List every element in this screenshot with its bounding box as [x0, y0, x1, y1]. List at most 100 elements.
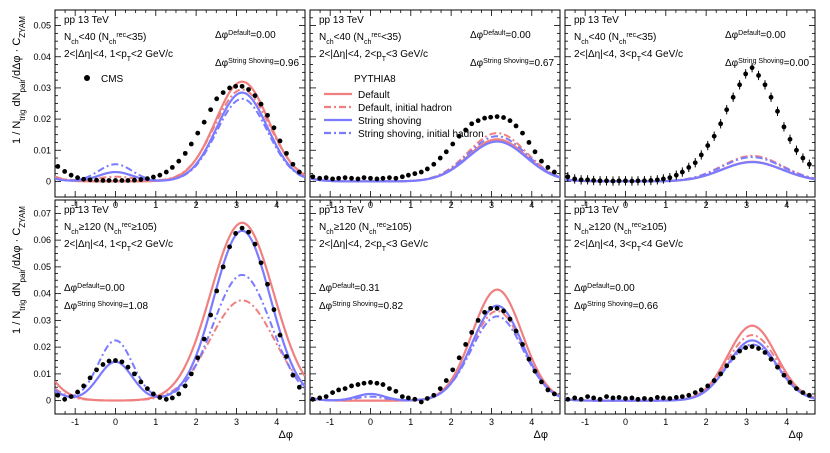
x-tick-label: -1	[581, 417, 589, 427]
panel-annotations: pp 13 TeV Nch<40 (Nchrec<35) 2<|Δη|<4, 2<p…	[319, 15, 554, 69]
cms-point	[604, 178, 609, 184]
x-tick-label: 0	[368, 417, 373, 427]
y-tick-label: 0.02	[33, 114, 51, 124]
energy-label: pp 13 TeV	[64, 205, 109, 216]
cms-point	[494, 114, 500, 119]
cms-point	[794, 147, 799, 153]
x-tick-label: 1	[153, 417, 158, 427]
cms-point	[265, 281, 270, 287]
cms-point	[68, 394, 74, 400]
curve-default-initial-hadron	[310, 310, 560, 402]
cms-point	[182, 383, 188, 389]
panel-annotations: pp 13 TeV Nch≥120 (Nchrec≥105) 2<|Δη|<4, 1…	[64, 205, 173, 312]
cms-point	[673, 395, 679, 400]
multiplicity-label: Nch<40 (Nchrec<35)	[574, 32, 656, 46]
cms-point	[692, 390, 698, 395]
cms-point	[794, 386, 799, 391]
cms-point	[195, 355, 201, 361]
cms-point	[679, 169, 685, 175]
cms-point	[284, 354, 289, 359]
cms-point	[501, 115, 506, 120]
cms-point	[469, 330, 475, 335]
cms-point	[578, 177, 584, 183]
cms-point	[520, 130, 525, 136]
y-tick-label: 0.01	[33, 145, 51, 155]
curve-string-shoving	[310, 304, 560, 402]
y-ticks: 0 0.01 0.02 0.03 0.04 0.05 0.06 0.07	[33, 199, 305, 406]
cms-point	[585, 177, 590, 183]
dphi-default-label: ΔφDefault=0.31	[319, 283, 380, 295]
cms-point	[800, 155, 806, 161]
y-tick-label: 0.03	[33, 83, 51, 93]
y-tick-label: 0.07	[33, 208, 51, 218]
cms-point	[718, 121, 724, 127]
cms-point	[144, 386, 150, 391]
cms-point	[507, 118, 513, 124]
cms-point	[157, 395, 163, 400]
cms-point	[762, 350, 768, 355]
cms-point	[150, 174, 156, 180]
cms-point	[730, 355, 736, 361]
cms-point	[565, 174, 571, 180]
cms-point	[349, 175, 354, 181]
cms-point	[214, 288, 220, 294]
cms-point	[705, 383, 711, 389]
legend-label: Default, initial hadron	[358, 103, 452, 114]
cms-point	[214, 96, 220, 102]
cms-point	[437, 155, 443, 161]
cms-point	[265, 112, 270, 118]
cms-point	[349, 383, 354, 389]
cms-point	[355, 176, 361, 182]
cms-point	[482, 115, 487, 121]
energy-label: pp 13 TeV	[319, 205, 364, 216]
curve-string-shoving-initial-hadron	[310, 315, 560, 402]
cms-point	[62, 169, 68, 174]
cms-point	[323, 175, 329, 181]
cms-point	[271, 307, 277, 313]
cms-point	[355, 382, 361, 387]
cms-point	[743, 71, 749, 77]
cms-point	[418, 169, 424, 175]
dphi-shoving-label: ΔφString Shoving=0.00	[725, 58, 809, 70]
cms-point	[125, 364, 131, 370]
cms-point	[361, 380, 367, 386]
cms-point	[526, 140, 532, 145]
cms-point	[317, 175, 323, 181]
cms-point	[323, 394, 329, 400]
legend-cms-marker	[84, 75, 90, 81]
y-tick-label: 0	[46, 176, 51, 186]
cms-point	[284, 150, 289, 156]
cms-point	[768, 94, 774, 100]
cms-point	[450, 367, 456, 373]
energy-label: pp 13 TeV	[574, 205, 619, 216]
cms-point	[806, 161, 812, 167]
model-curves	[310, 132, 560, 183]
cms-point	[724, 107, 730, 113]
cms-points	[565, 344, 812, 402]
cms-point	[290, 161, 296, 167]
cms-point	[239, 83, 245, 89]
dphi-default-label: ΔφDefault=0.00	[725, 30, 786, 42]
cms-point	[195, 130, 201, 136]
cms-point	[604, 394, 609, 400]
dphi-shoving-label: ΔφString Shoving=1.08	[64, 301, 148, 313]
curve-string-shoving-initial-hadron	[55, 97, 305, 182]
cms-point	[642, 178, 647, 184]
cms-point	[642, 396, 647, 401]
cms-point	[100, 362, 106, 367]
cms-point	[507, 316, 513, 322]
cms-point	[75, 389, 80, 395]
y-tick-label: 0.06	[33, 235, 51, 245]
y-ticks	[310, 9, 560, 182]
x-tick-label: 1	[663, 417, 668, 427]
cms-point	[610, 178, 616, 184]
cms-point	[68, 172, 74, 178]
cms-point	[679, 394, 685, 400]
cms-point	[125, 178, 131, 183]
x-tick-label: 4	[274, 417, 279, 427]
cms-point	[718, 371, 724, 377]
y-ticks	[565, 199, 815, 402]
curve-string-shoving	[55, 229, 305, 399]
